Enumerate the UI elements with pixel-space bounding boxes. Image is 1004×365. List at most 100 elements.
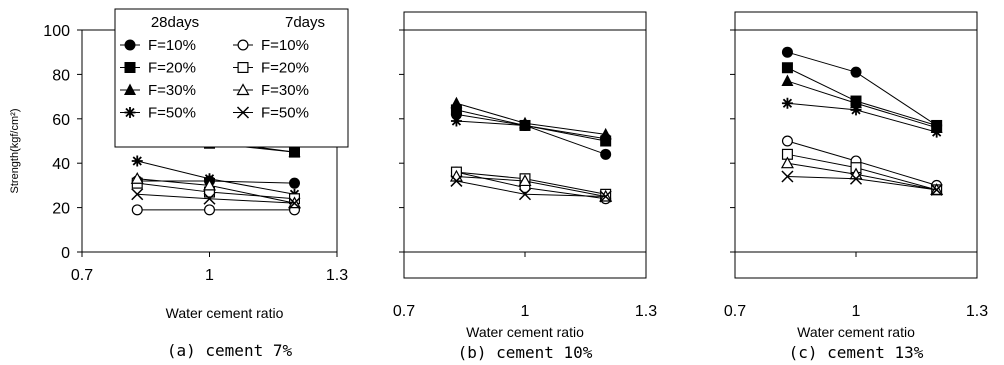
data-point xyxy=(850,104,862,116)
data-point xyxy=(600,148,612,160)
y-tick-label: 20 xyxy=(52,201,70,218)
series-line xyxy=(137,182,295,200)
data-point xyxy=(450,174,463,187)
series-line xyxy=(456,171,606,195)
data-point xyxy=(289,177,300,189)
data-point xyxy=(519,119,531,131)
series-x xyxy=(131,188,301,210)
data-point xyxy=(781,74,794,87)
panel-caption: (b) cement 10% xyxy=(458,343,593,362)
chart-panel-1: 0 20 40 60 80 100 0.7 1 1.3 Water cement ratio (a)… xyxy=(9,8,349,360)
series-line xyxy=(787,80,937,129)
legend-marker xyxy=(236,106,250,119)
series-star xyxy=(131,155,300,200)
series-open-square xyxy=(781,148,943,196)
x-tick-label: 0.7 xyxy=(71,267,93,284)
x-tick-label: 0.7 xyxy=(393,303,415,320)
data-point xyxy=(450,104,462,116)
data-point xyxy=(849,172,863,185)
legend-label: F=10% xyxy=(261,37,309,54)
data-point xyxy=(131,155,143,167)
data-point xyxy=(131,204,143,216)
data-point xyxy=(781,170,794,183)
y-tick-label: 80 xyxy=(52,67,70,84)
panel-caption: (a) cement 7% xyxy=(167,341,293,360)
data-point xyxy=(599,190,612,203)
legend-marker xyxy=(124,39,136,51)
panel-caption: (c) cement 13% xyxy=(789,343,924,362)
data-point xyxy=(930,183,943,196)
series-filled-triangle xyxy=(781,74,943,133)
series-open-circle xyxy=(781,135,943,191)
series-line xyxy=(787,153,937,191)
data-point xyxy=(780,156,794,169)
legend-marker xyxy=(237,39,249,51)
data-point xyxy=(203,192,216,205)
data-point xyxy=(781,46,793,58)
legend-header: 7days xyxy=(285,14,325,31)
series-line xyxy=(787,162,937,191)
plot-area xyxy=(734,29,978,253)
legend-marker xyxy=(237,61,249,73)
x-tick-label: 1 xyxy=(205,267,214,284)
x-tick-label: 1 xyxy=(852,303,861,320)
x-tick-label: 1 xyxy=(521,303,530,320)
data-point xyxy=(600,133,612,145)
series-open-circle xyxy=(131,204,301,216)
series-line xyxy=(456,109,606,142)
data-point xyxy=(850,96,862,109)
series-x xyxy=(450,174,612,203)
data-point xyxy=(931,126,943,138)
series-star xyxy=(450,115,612,145)
data-point xyxy=(450,96,463,109)
data-point xyxy=(130,171,144,184)
series-line xyxy=(787,102,937,133)
panel-frame xyxy=(734,11,978,279)
series-line xyxy=(456,113,606,155)
series-x xyxy=(781,170,943,196)
series-line xyxy=(456,102,606,135)
y-axis-title: Strength(kgf/cm²) xyxy=(9,109,21,194)
x-tick-label: 0.7 xyxy=(724,303,746,320)
chart-panel-3: 0.7 1 1.3 Water cement ratio (c) cement 13% xyxy=(724,11,988,362)
data-point xyxy=(288,145,301,158)
legend-label: F=30% xyxy=(148,82,196,99)
data-point xyxy=(288,197,301,210)
chart-panel-2: 0.7 1 1.3 Water cement ratio (b) cement 10% xyxy=(393,11,657,362)
data-point xyxy=(781,135,793,147)
data-point xyxy=(781,62,793,74)
data-point xyxy=(518,174,532,187)
data-point xyxy=(131,188,144,201)
legend-marker xyxy=(124,107,136,118)
series-filled-circle xyxy=(450,108,612,160)
data-point xyxy=(450,115,462,127)
data-point xyxy=(850,66,862,78)
legend-label: F=50% xyxy=(148,105,196,122)
y-tick-label: 60 xyxy=(52,112,70,129)
legend-label: F=50% xyxy=(261,105,309,122)
legend-header: 28days xyxy=(151,14,199,31)
series-filled-square xyxy=(781,62,943,131)
series-star xyxy=(781,97,943,138)
x-axis-title: Water cement ratio xyxy=(466,324,584,340)
data-point xyxy=(518,188,532,201)
series-line xyxy=(137,160,295,195)
legend-marker xyxy=(124,62,136,73)
legend: 28days 7days F=10% F=20% F=30% F=50% F=10% F=20… xyxy=(114,8,349,148)
x-axis-title: Water cement ratio xyxy=(166,305,284,321)
legend-label: F=10% xyxy=(148,37,196,54)
legend-label: F=20% xyxy=(261,60,309,77)
data-point xyxy=(202,178,217,191)
y-tick-label: 100 xyxy=(43,23,70,40)
legend-box xyxy=(114,8,349,148)
legend-marker xyxy=(236,83,250,96)
series-filled-triangle xyxy=(450,96,612,140)
series-filled-square xyxy=(450,104,612,147)
x-axis-title: Water cement ratio xyxy=(797,324,915,340)
x-tick-label: 1.3 xyxy=(966,303,988,320)
legend-label: F=30% xyxy=(261,82,309,99)
legend-label: F=20% xyxy=(148,60,196,77)
series-filled-circle xyxy=(781,46,943,131)
x-tick-label: 1.3 xyxy=(326,267,348,284)
